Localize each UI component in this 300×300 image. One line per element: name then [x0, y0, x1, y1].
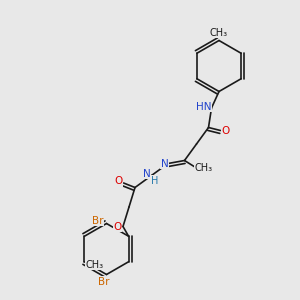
Text: HN: HN — [196, 101, 212, 112]
Text: O: O — [113, 221, 122, 232]
Text: O: O — [114, 176, 122, 186]
Text: Br: Br — [92, 215, 103, 226]
Text: N: N — [143, 169, 151, 179]
Text: N: N — [160, 158, 168, 169]
Text: Br: Br — [98, 277, 109, 287]
Text: O: O — [222, 125, 230, 136]
Text: CH₃: CH₃ — [194, 163, 212, 173]
Text: CH₃: CH₃ — [210, 28, 228, 38]
Text: H: H — [151, 176, 158, 186]
Text: CH₃: CH₃ — [86, 260, 104, 270]
